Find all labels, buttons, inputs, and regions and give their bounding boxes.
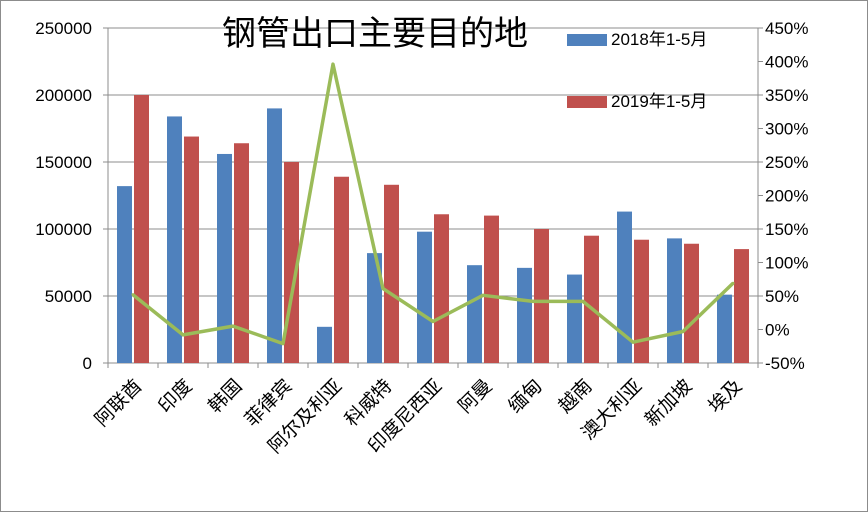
bar	[134, 95, 149, 363]
bar	[617, 211, 632, 363]
y-left-tick-label: 50000	[45, 287, 92, 306]
y-right-tick-label: 200%	[765, 187, 808, 206]
bar	[567, 274, 582, 363]
y-right-tick-label: 150%	[765, 220, 808, 239]
y-left-tick-label: 100000	[35, 220, 92, 239]
gridlines	[108, 27, 758, 364]
category-label: 新加坡	[641, 375, 697, 431]
bar	[484, 215, 499, 363]
line-point	[281, 342, 285, 346]
y-right-tick-label: 450%	[765, 19, 808, 38]
bar	[434, 214, 449, 363]
bar	[467, 265, 482, 363]
y-right-tick-label: 50%	[765, 287, 799, 306]
category-label: 埃及	[704, 375, 746, 417]
bar	[684, 243, 699, 363]
y-right-tick-label: 250%	[765, 153, 808, 172]
bar	[167, 116, 182, 363]
category-label: 阿联酋	[91, 375, 147, 431]
line-point	[331, 62, 335, 66]
legend-swatch	[567, 96, 607, 108]
line-point	[231, 324, 235, 328]
y-right-tick-label: -50%	[765, 354, 805, 373]
bar	[367, 253, 382, 363]
y-right-tick-label: 350%	[765, 86, 808, 105]
y-left-tick-label: 0	[83, 354, 92, 373]
bar-series-2	[134, 95, 749, 363]
bar	[317, 326, 332, 363]
line-point	[581, 299, 585, 303]
y-right-tick-label: 400%	[765, 53, 808, 72]
bar	[517, 267, 532, 363]
y-right-tick-label: 100%	[765, 254, 808, 273]
legend-swatch	[567, 34, 607, 46]
y-right-tick-label: 0%	[765, 321, 790, 340]
line-point	[131, 293, 135, 297]
bar	[584, 235, 599, 363]
bar	[667, 238, 682, 363]
chart-title: 钢管出口主要目的地	[222, 14, 528, 54]
line-point	[181, 333, 185, 337]
legend-label: 2018年1-5月	[611, 30, 707, 49]
bar	[734, 249, 749, 363]
bar	[117, 186, 132, 363]
y-left-tick-label: 150000	[35, 153, 92, 172]
y-right-tick-label: 300%	[765, 120, 808, 139]
bar	[717, 294, 732, 363]
legend-label: 2019年1-5月	[611, 92, 707, 111]
line-point	[431, 319, 435, 323]
line-point	[381, 287, 385, 291]
bar	[234, 143, 249, 363]
category-label: 印度	[154, 375, 196, 417]
line-point	[681, 330, 685, 334]
line-point	[731, 281, 735, 285]
bar	[634, 239, 649, 363]
bar	[417, 231, 432, 363]
line-point	[631, 340, 635, 344]
y-left-tick-label: 250000	[35, 19, 92, 38]
line-point	[531, 299, 535, 303]
category-label: 缅甸	[504, 375, 546, 417]
bar	[217, 153, 232, 363]
y-left-tick-label: 200000	[35, 86, 92, 105]
bar	[384, 184, 399, 363]
bar	[267, 108, 282, 364]
bar	[534, 229, 549, 363]
category-label: 越南	[554, 375, 596, 417]
line-point	[481, 293, 485, 297]
category-label: 阿曼	[454, 375, 496, 417]
growth-line-points	[131, 62, 735, 346]
category-label: 韩国	[204, 375, 246, 417]
bar	[184, 136, 199, 363]
bar	[334, 176, 349, 363]
